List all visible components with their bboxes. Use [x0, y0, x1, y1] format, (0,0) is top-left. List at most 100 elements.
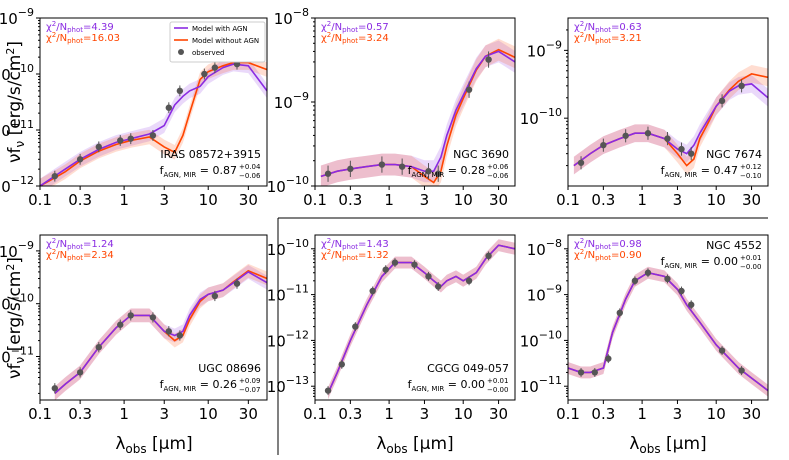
- x-tick-label: 0.3: [338, 191, 362, 209]
- observed-point: [465, 277, 473, 285]
- observed-point: [425, 168, 432, 175]
- fagn-upper-error: +0.01: [487, 377, 508, 385]
- series-line: [54, 270, 267, 394]
- x-tick-label: 0.3: [68, 191, 92, 209]
- fagn-upper-error: +0.12: [740, 163, 761, 171]
- observed-point: [485, 252, 492, 260]
- x-axis-label: λobs [μm]: [376, 434, 453, 456]
- observed-point: [95, 143, 102, 151]
- observed-point: [369, 287, 376, 295]
- observed-point: [211, 292, 219, 300]
- sed-panel: 0.1 0.3 1 3 10 30 10−13 10−12 10−11 10−10 χ2/Nphot…: [267, 234, 516, 423]
- x-tick-label: 1: [637, 405, 647, 423]
- observed-point: [738, 82, 745, 90]
- x-tick-label: 10: [707, 191, 726, 209]
- observed-point: [718, 347, 726, 354]
- observed-point: [718, 97, 726, 105]
- fagn-lower-error: −0.06: [239, 172, 261, 180]
- observed-point: [382, 266, 389, 273]
- fagn-upper-error: +0.01: [740, 254, 761, 262]
- observed-point: [165, 104, 173, 111]
- y-tick-label: 10−10: [0, 62, 34, 84]
- observed-point: [435, 283, 442, 290]
- y-tick-label: 10−8: [527, 237, 562, 259]
- series-band: [328, 239, 515, 400]
- series-line: [320, 50, 515, 178]
- galaxy-name: CGCG 049-057: [427, 362, 509, 375]
- x-tick-label: 10: [454, 405, 473, 423]
- observed-point: [76, 369, 84, 376]
- x-tick-label: 30: [489, 405, 508, 423]
- chi2-agn-label: χ2/Nphot=0.63: [574, 20, 642, 34]
- observed-point: [51, 172, 59, 180]
- observed-point: [398, 163, 406, 170]
- observed-point: [616, 309, 623, 317]
- fagn-lower-error: −0.07: [239, 386, 260, 394]
- axes-frame: [314, 234, 516, 401]
- observed-point: [378, 161, 386, 168]
- x-tick-label: 10: [707, 405, 726, 423]
- x-tick-label: 30: [742, 191, 761, 209]
- sed-panel: 0.1 0.3 1 3 10 30 10−11 10−10 10−9 10−8 χ2/Nphot=0…: [520, 234, 769, 423]
- fagn-upper-error: +0.06: [487, 163, 509, 171]
- x-tick-label: 30: [489, 191, 508, 209]
- fagn-label: fAGN, MIR = 0.26: [160, 378, 237, 393]
- x-tick-label: 1: [384, 191, 394, 209]
- fagn-lower-error: −0.06: [487, 172, 509, 180]
- legend-label: Model with AGN: [192, 25, 248, 33]
- fagn-label: fAGN, MIR = 0.00: [661, 255, 738, 270]
- x-tick-label: 0.1: [556, 405, 580, 423]
- y-tick-label: 10−11: [520, 374, 562, 396]
- x-tick-label: 0.3: [68, 405, 92, 423]
- galaxy-name: NGC 4552: [706, 239, 762, 252]
- y-tick-label: 10−11: [0, 118, 34, 140]
- y-tick-label: 10−10: [267, 174, 309, 196]
- observed-point: [347, 165, 354, 173]
- observed-point: [201, 70, 208, 78]
- observed-point: [95, 343, 102, 351]
- y-tick-label: 10−10: [520, 328, 562, 350]
- observed-point: [577, 369, 585, 376]
- fagn-lower-error: −0.00: [740, 263, 761, 271]
- series-line: [40, 61, 267, 186]
- fagn-lower-error: −0.00: [487, 386, 508, 394]
- series-line: [573, 83, 768, 167]
- legend-label: Model without AGN: [192, 37, 259, 45]
- y-tick-label: 10−13: [267, 374, 309, 396]
- chi2-noagn-label: χ2/Nphot=1.32: [321, 248, 389, 262]
- galaxy-name: NGC 3690: [453, 148, 509, 161]
- y-tick-label: 10−9: [0, 239, 34, 261]
- chi2-agn-label: χ2/Nphot=1.24: [46, 237, 114, 251]
- x-tick-label: 0.3: [591, 191, 615, 209]
- plot-area: [320, 38, 515, 186]
- y-tick-label: 10−9: [527, 38, 562, 60]
- fagn-label: fAGN, MIR = 0.00: [408, 378, 485, 393]
- y-tick-label: 10−12: [0, 174, 34, 196]
- plot-area: [573, 65, 768, 175]
- chi2-noagn-label: χ2/Nphot=3.24: [321, 31, 389, 45]
- x-tick-label: 3: [673, 405, 683, 423]
- y-tick-label: 10−10: [520, 106, 562, 128]
- observed-point: [678, 145, 685, 153]
- galaxy-name: NGC 7674: [706, 148, 762, 161]
- observed-point: [465, 86, 473, 93]
- plot-area: [324, 239, 515, 400]
- galaxy-name: UGC 08696: [198, 362, 261, 375]
- axes-frame: [567, 17, 769, 187]
- y-axis-label: νfν [erg/s/cm2]: [4, 41, 27, 163]
- y-tick-label: 10−12: [267, 328, 309, 350]
- observed-point: [117, 321, 124, 328]
- y-tick-label: 10−10: [267, 237, 309, 259]
- observed-point: [622, 132, 629, 139]
- chi2-noagn-label: χ2/Nphot=3.21: [574, 31, 642, 45]
- plot-area: [40, 55, 267, 186]
- observed-point: [664, 135, 671, 142]
- observed-point: [425, 273, 432, 280]
- observed-point: [591, 369, 599, 376]
- observed-point: [149, 132, 157, 139]
- observed-point: [391, 259, 399, 266]
- observed-point: [411, 261, 418, 268]
- observed-point: [435, 170, 442, 177]
- x-tick-label: 0.1: [303, 405, 327, 423]
- fagn-label: fAGN, MIR = 0.87: [160, 164, 237, 179]
